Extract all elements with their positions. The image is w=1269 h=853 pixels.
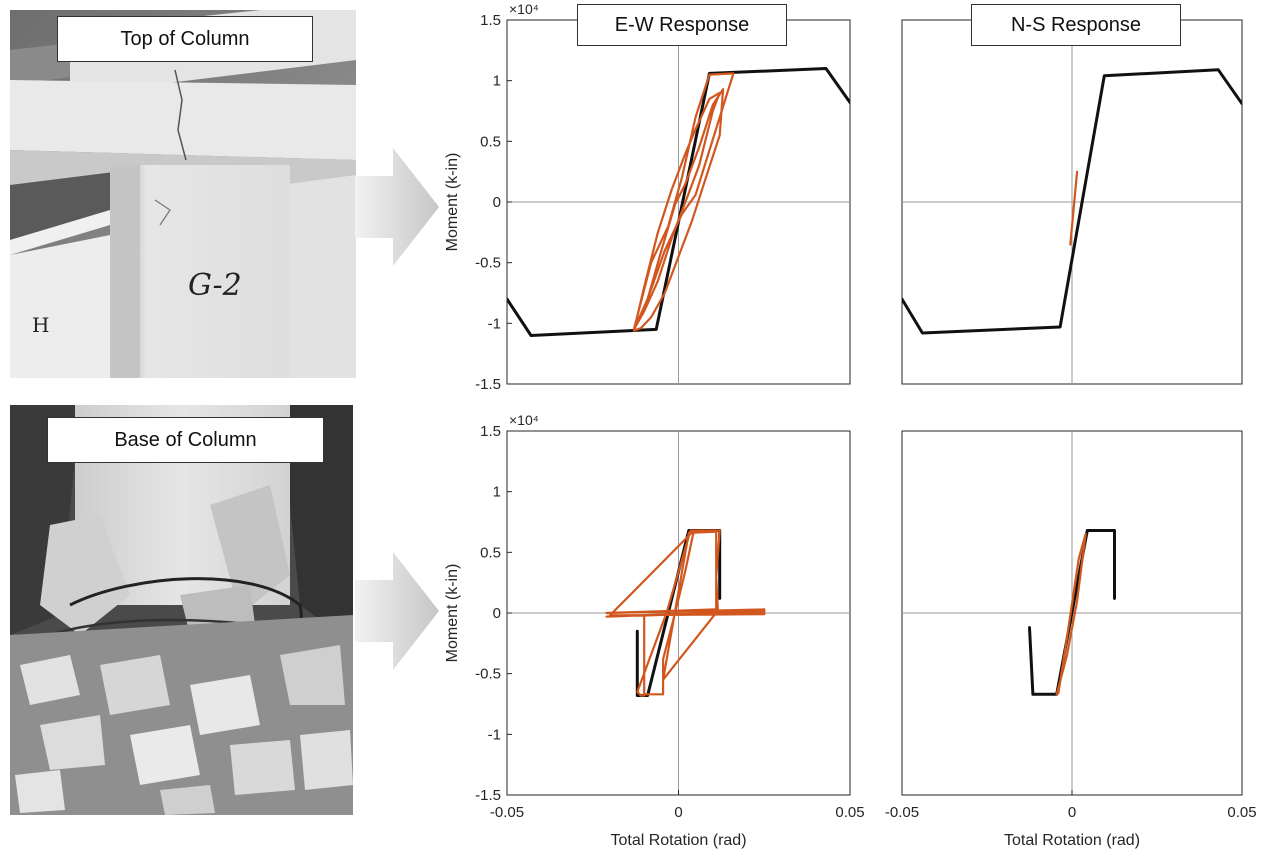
ns-response-label: N-S Response (971, 4, 1181, 46)
top-ew-y-multiplier: ×10⁴ (509, 1, 539, 17)
base-ew-y-tick-label: 0 (493, 605, 501, 622)
top-arrow-icon (355, 148, 439, 266)
top-of-column-label: Top of Column (57, 16, 313, 62)
top-ew-y-tick-label: -1.5 (475, 376, 501, 393)
base-ew-y-tick-label: -1.5 (475, 787, 501, 804)
top-ew-y-tick-label: 0 (493, 194, 501, 211)
top-ew-y-axis-label: Moment (k-in) (444, 153, 461, 252)
top-ew-hysteresis-curve (632, 72, 735, 332)
base-ew-x-tick-label: 0 (674, 804, 682, 821)
top-ns-hysteresis-curve (1069, 170, 1079, 246)
top-ew-y-tick-label: 1 (493, 73, 501, 90)
top-ew-y-tick-label: 1.5 (480, 12, 501, 29)
base-ew-x-tick-label: -0.05 (490, 804, 524, 821)
top-ew-y-tick-label: -1 (488, 315, 501, 332)
base-ns-x-tick-label: 0 (1068, 804, 1076, 821)
top-ew-envelope-curve (507, 67, 850, 337)
base-ew-y-tick-label: 1 (493, 484, 501, 501)
base-arrow-icon (355, 552, 439, 670)
wall-marking-text: H (32, 313, 49, 337)
top-ns-envelope-curve (902, 68, 1242, 335)
base-of-column-photo: Base of Column (10, 405, 353, 815)
column-marking-text: G-2 (188, 268, 242, 303)
base-ew-y-tick-label: -1 (488, 726, 501, 743)
base-ns-hysteresis-curve (1055, 532, 1087, 696)
base-ew-y-axis-label: Moment (k-in) (444, 564, 461, 663)
base-ew-y-tick-label: -0.5 (475, 666, 501, 683)
base-ew-y-tick-label: 1.5 (480, 423, 501, 440)
base-ew-y-multiplier: ×10⁴ (509, 412, 539, 428)
base-ns-x-axis-label: Total Rotation (rad) (1004, 832, 1140, 849)
top-ew-y-tick-label: 0.5 (480, 133, 501, 150)
base-ns-envelope-curve (1028, 529, 1116, 696)
ew-response-label: E-W Response (577, 4, 787, 46)
base-ew-hysteresis-curve (605, 529, 766, 697)
base-of-column-label: Base of Column (47, 417, 324, 463)
top-of-column-photo: G-2 H Top of Column (10, 10, 356, 378)
base-ew-x-axis-label: Total Rotation (rad) (610, 832, 746, 849)
base-ew-x-tick-label: 0.05 (835, 804, 864, 821)
top-ew-y-tick-label: -0.5 (475, 255, 501, 272)
base-ns-x-tick-label: -0.05 (885, 804, 919, 821)
base-ns-x-tick-label: 0.05 (1227, 804, 1256, 821)
base-ew-y-tick-label: 0.5 (480, 544, 501, 561)
